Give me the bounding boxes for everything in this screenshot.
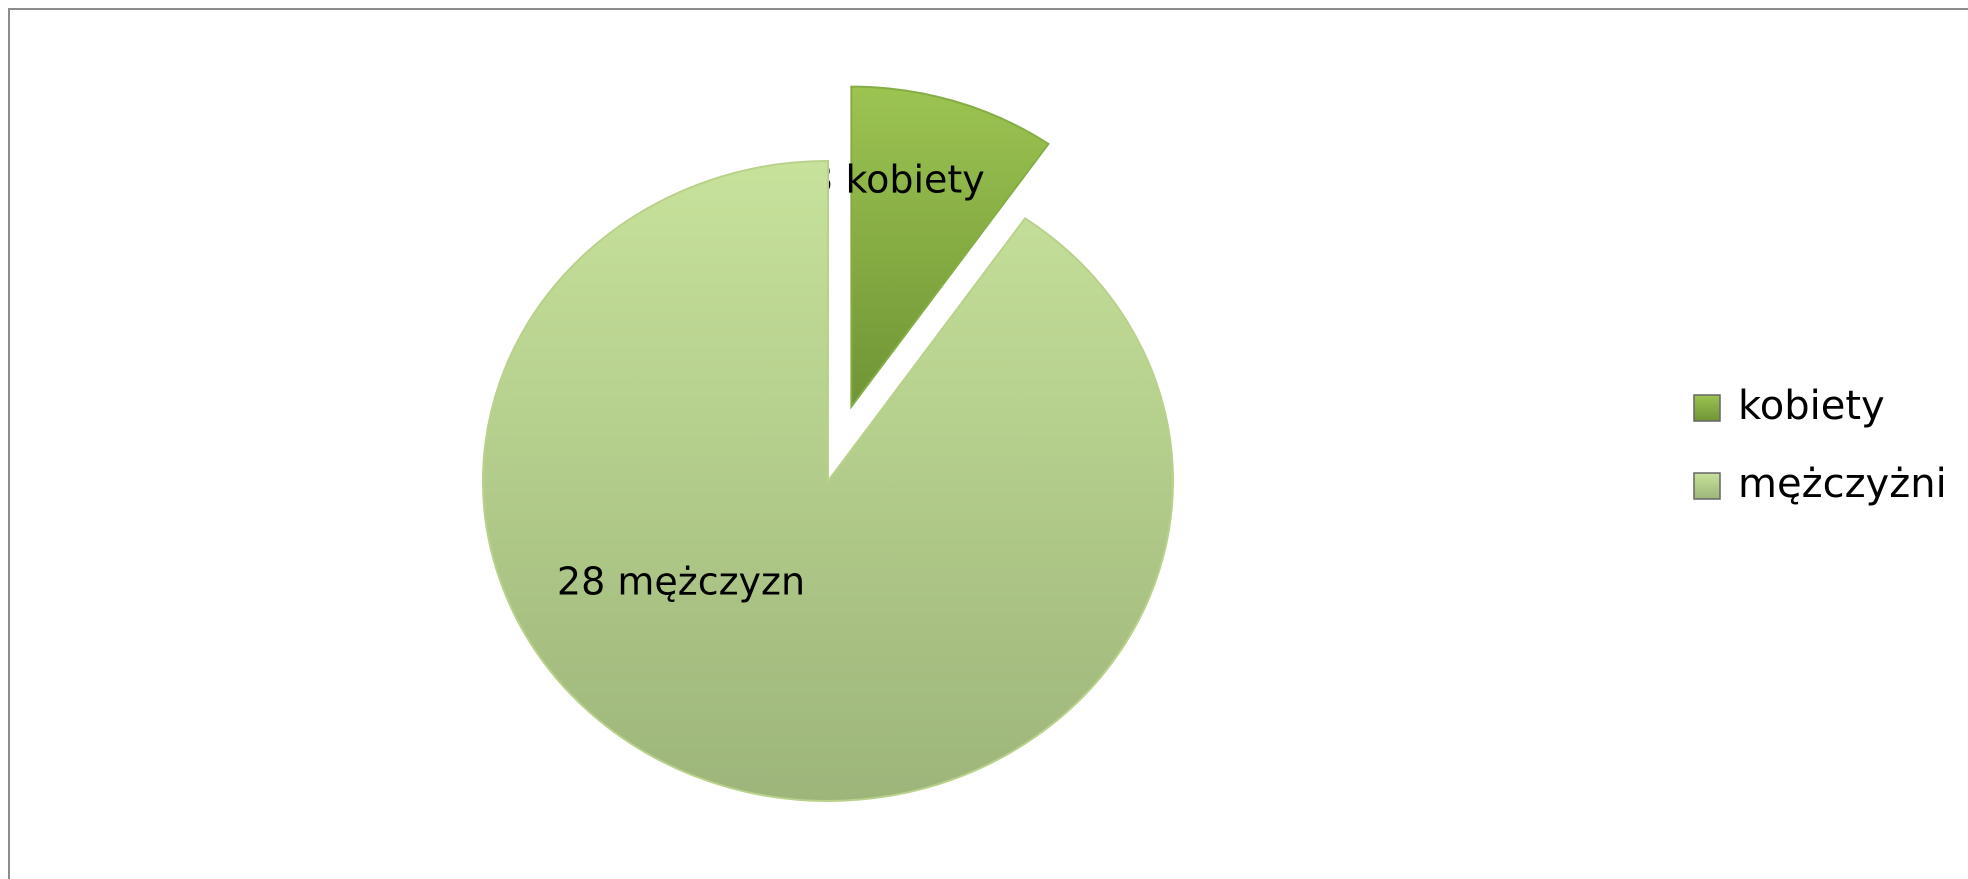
legend-label: kobiety xyxy=(1738,383,1885,429)
pie: 3 kobiety 28 mężczyzn xyxy=(482,85,1174,802)
data-label: 28 mężczyzn xyxy=(557,560,805,604)
legend-swatch xyxy=(1693,394,1721,422)
pie-slice xyxy=(482,159,1174,802)
legend: kobiety mężczyżni xyxy=(1693,383,1947,507)
legend-swatch xyxy=(1693,472,1721,500)
pie-slice xyxy=(850,85,1050,410)
data-label: 3 kobiety xyxy=(809,158,985,202)
legend-label: mężczyżni xyxy=(1738,461,1947,507)
